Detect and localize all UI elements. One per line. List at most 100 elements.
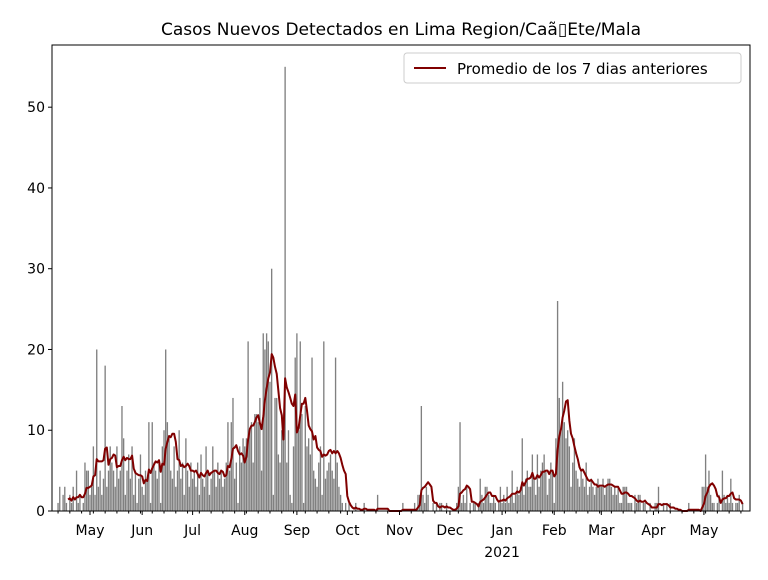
- bar: [324, 478, 327, 511]
- bar: [131, 446, 133, 511]
- bar: [101, 494, 103, 511]
- bar: [153, 462, 155, 511]
- bar: [432, 502, 434, 511]
- bar: [255, 414, 258, 511]
- bar: [328, 462, 330, 511]
- bar: [134, 470, 137, 511]
- bar: [548, 478, 550, 511]
- bar: [713, 502, 715, 511]
- bar: [543, 454, 545, 511]
- bar: [287, 430, 290, 511]
- bar: [499, 486, 502, 511]
- bar: [57, 502, 59, 511]
- bar: [168, 438, 170, 511]
- bar: [269, 381, 271, 511]
- bar: [338, 486, 340, 511]
- bar: [196, 462, 199, 511]
- bar: [593, 494, 596, 511]
- x-tick-label: Jun: [130, 523, 153, 539]
- bar: [301, 414, 303, 511]
- bar: [186, 470, 189, 511]
- bar: [170, 470, 172, 511]
- bar: [553, 502, 555, 511]
- bar: [516, 486, 518, 511]
- bar: [165, 349, 167, 511]
- bar: [96, 349, 98, 511]
- bar: [193, 470, 195, 511]
- bar: [334, 357, 337, 511]
- bar: [161, 446, 164, 511]
- y-tick-label: 20: [27, 342, 45, 358]
- bar: [339, 494, 342, 511]
- bar: [472, 502, 475, 511]
- x-tick-label: May: [76, 523, 105, 539]
- bar: [531, 454, 534, 511]
- bar: [75, 470, 78, 511]
- bar: [212, 446, 214, 511]
- bar: [551, 470, 554, 511]
- bar: [519, 486, 522, 511]
- bar: [102, 478, 105, 511]
- bar: [272, 494, 275, 511]
- bar: [329, 454, 332, 511]
- y-tick-label: 50: [27, 100, 45, 116]
- legend-label: Promedio de los 7 dias anteriores: [457, 60, 708, 78]
- legend: Promedio de los 7 dias anteriores: [403, 52, 742, 84]
- bar: [277, 454, 280, 511]
- bar: [116, 446, 118, 511]
- bar: [376, 494, 379, 511]
- bar: [728, 502, 730, 511]
- bar: [77, 502, 79, 511]
- y-tick-label: 0: [36, 504, 45, 520]
- bar: [89, 494, 91, 511]
- bar: [528, 486, 530, 511]
- bar: [205, 446, 207, 511]
- bar: [536, 454, 539, 511]
- bar: [200, 454, 202, 511]
- x-tick-label: Jan: [490, 523, 513, 539]
- bar: [208, 494, 211, 511]
- bar: [575, 470, 577, 511]
- x-tick-label: May: [689, 523, 718, 539]
- bar: [498, 502, 500, 511]
- bar: [530, 486, 532, 511]
- x-tick-label: Oct: [335, 523, 360, 539]
- bar: [69, 494, 71, 511]
- bar: [70, 502, 73, 511]
- bar: [323, 341, 325, 511]
- bar: [501, 502, 503, 511]
- bar: [181, 462, 184, 511]
- bar: [598, 486, 601, 511]
- bar: [493, 494, 495, 511]
- bar: [307, 438, 310, 511]
- bar: [723, 494, 725, 511]
- bar: [333, 478, 335, 511]
- bar: [469, 502, 471, 511]
- bar: [185, 438, 187, 511]
- bar: [639, 494, 641, 511]
- bar: [560, 430, 562, 511]
- bar: [319, 446, 322, 511]
- bar: [318, 462, 320, 511]
- bar: [605, 486, 608, 511]
- bar: [128, 454, 130, 511]
- bar: [508, 502, 510, 511]
- bar: [459, 422, 461, 511]
- bar: [284, 66, 286, 511]
- bar: [249, 430, 251, 511]
- bar: [302, 502, 305, 511]
- bar: [538, 486, 540, 511]
- bar: [546, 494, 549, 511]
- bar: [590, 478, 592, 511]
- bar: [582, 478, 584, 511]
- bar: [143, 494, 145, 511]
- bar: [203, 486, 206, 511]
- bar: [220, 470, 222, 511]
- bar: [541, 462, 544, 511]
- bar: [518, 494, 520, 511]
- bar: [627, 502, 629, 511]
- bar: [228, 470, 231, 511]
- bar: [173, 446, 175, 511]
- bar: [341, 502, 343, 511]
